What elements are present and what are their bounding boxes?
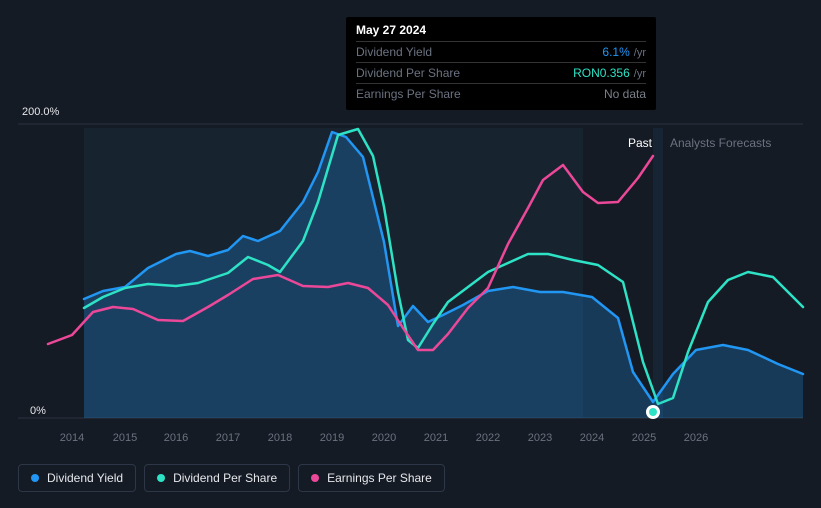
- legend-label: Earnings Per Share: [327, 471, 432, 485]
- x-axis-tick: 2026: [684, 432, 708, 444]
- y-axis-label-min: 0%: [30, 405, 46, 417]
- tooltip-value-wrap: No data: [604, 87, 646, 101]
- legend-label: Dividend Yield: [47, 471, 123, 485]
- tooltip-suffix: /yr: [634, 47, 646, 59]
- tooltip-value-wrap: RON0.356/yr: [573, 66, 646, 80]
- x-axis-tick: 2024: [580, 432, 604, 444]
- line-chart[interactable]: [18, 102, 803, 427]
- legend-item[interactable]: Dividend Per Share: [144, 464, 290, 492]
- legend-dot-icon: [31, 474, 39, 482]
- tooltip-value: 6.1%: [602, 45, 629, 59]
- legend-item[interactable]: Dividend Yield: [18, 464, 136, 492]
- x-axis-tick: 2025: [632, 432, 656, 444]
- x-axis-tick: 2017: [216, 432, 240, 444]
- x-axis-tick: 2015: [113, 432, 137, 444]
- legend-dot-icon: [157, 474, 165, 482]
- tooltip-suffix: /yr: [634, 68, 646, 80]
- x-axis-tick: 2020: [372, 432, 396, 444]
- x-axis-tick: 2022: [476, 432, 500, 444]
- chart-container: 200.0% 0% 201420152016201720182019202020…: [18, 102, 803, 427]
- legend-item[interactable]: Earnings Per Share: [298, 464, 445, 492]
- tooltip-value: RON0.356: [573, 66, 630, 80]
- x-axis-tick: 2016: [164, 432, 188, 444]
- tooltip-label: Earnings Per Share: [356, 87, 604, 101]
- legend: Dividend Yield Dividend Per Share Earnings…: [18, 464, 445, 492]
- chart-tooltip: May 27 2024 Dividend Yield6.1%/yrDividen…: [346, 17, 656, 110]
- legend-dot-icon: [311, 474, 319, 482]
- tooltip-label: Dividend Yield: [356, 45, 602, 59]
- tooltip-row: Dividend Yield6.1% /yr: [356, 41, 646, 62]
- forecast-label: Analysts Forecasts: [670, 136, 771, 150]
- y-axis-label-max: 200.0%: [22, 106, 59, 118]
- x-axis-tick: 2023: [528, 432, 552, 444]
- tooltip-row: Earnings Per ShareNo data: [356, 83, 646, 104]
- x-axis-tick: 2018: [268, 432, 292, 444]
- tooltip-date: May 27 2024: [356, 23, 646, 37]
- x-axis-tick: 2014: [60, 432, 84, 444]
- legend-label: Dividend Per Share: [173, 471, 277, 485]
- tooltip-label: Dividend Per Share: [356, 66, 573, 80]
- x-axis-tick: 2019: [320, 432, 344, 444]
- x-axis-tick: 2021: [424, 432, 448, 444]
- tooltip-value-wrap: 6.1% /yr: [602, 45, 646, 59]
- tooltip-rows: Dividend Yield6.1%/yrDividend Per ShareR…: [356, 41, 646, 104]
- tooltip-row: Dividend Per ShareRON0.356/yr: [356, 62, 646, 83]
- past-label: Past: [628, 136, 652, 150]
- tooltip-value: No data: [604, 87, 646, 101]
